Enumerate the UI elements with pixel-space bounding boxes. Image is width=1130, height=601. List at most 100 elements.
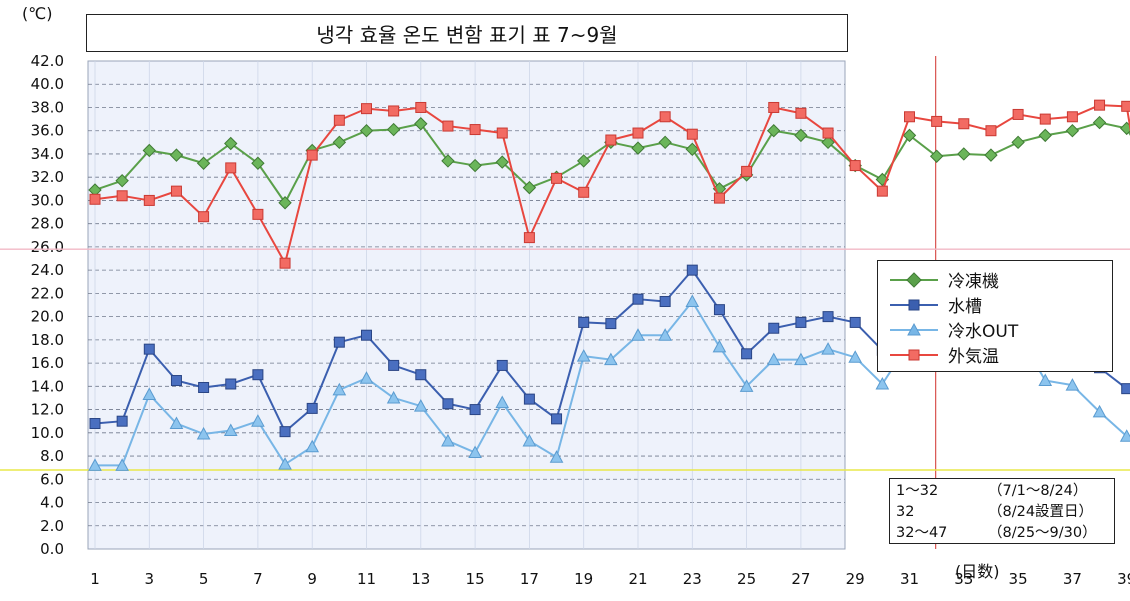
y-tick-label: 28.0 xyxy=(31,215,64,233)
series-line xyxy=(94,104,1130,265)
data-point xyxy=(985,125,997,137)
legend-label: 水槽 xyxy=(948,297,982,317)
y-axis-unit-label: (℃) xyxy=(22,4,53,23)
data-point xyxy=(659,111,671,123)
data-point xyxy=(388,105,400,117)
y-tick-label: 16.0 xyxy=(31,354,64,372)
y-tick-label: 14.0 xyxy=(31,377,64,395)
data-point xyxy=(441,433,455,447)
data-point xyxy=(958,118,970,130)
legend-item-chiller: 冷凍機 xyxy=(888,267,1102,292)
x-tick-label: 21 xyxy=(628,570,647,588)
data-point xyxy=(251,156,265,170)
data-point xyxy=(549,450,564,463)
data-point xyxy=(576,349,591,362)
chart-title-text: 냉각 효율 온도 변함 표기 표 7~9월 xyxy=(316,22,618,47)
data-point xyxy=(659,296,671,308)
data-point xyxy=(170,185,182,197)
x-tick-label: 33 xyxy=(954,570,973,588)
data-point xyxy=(386,390,401,404)
x-tick-label: 5 xyxy=(199,570,209,588)
note-range: 32 xyxy=(896,504,915,520)
data-point xyxy=(658,328,672,341)
data-point xyxy=(957,147,971,161)
data-point xyxy=(415,101,427,113)
data-point xyxy=(198,381,210,393)
data-point xyxy=(1094,99,1106,111)
data-point xyxy=(442,398,454,410)
data-point xyxy=(142,143,157,158)
data-point xyxy=(578,316,590,328)
data-point xyxy=(414,117,428,131)
y-tick-label: 2.0 xyxy=(40,517,64,535)
data-point xyxy=(198,211,210,223)
data-point xyxy=(169,148,184,162)
data-point xyxy=(848,350,863,363)
data-point xyxy=(252,369,264,381)
data-point xyxy=(767,124,781,138)
data-point xyxy=(931,115,943,127)
data-point xyxy=(115,458,129,471)
x-tick-label: 3 xyxy=(145,570,155,588)
legend-label: 外気温 xyxy=(948,347,999,367)
data-point xyxy=(252,208,264,220)
data-point xyxy=(578,186,590,198)
y-tick-label: 40.0 xyxy=(31,75,64,93)
data-point xyxy=(1011,135,1025,150)
note-desc: （8/24設置日） xyxy=(988,504,1094,520)
data-point xyxy=(631,328,645,341)
data-point xyxy=(766,352,781,366)
data-point xyxy=(116,190,128,202)
data-point xyxy=(822,311,834,323)
data-point xyxy=(496,359,508,371)
y-tick-label: 0.0 xyxy=(40,540,64,558)
plot-area xyxy=(87,60,846,550)
data-point xyxy=(225,378,237,390)
y-tick-label: 36.0 xyxy=(31,122,64,140)
period-notes: 1～32 （7/1～8/24） 32 （8/24設置日） 32～47 （8/25… xyxy=(889,478,1115,544)
data-point xyxy=(658,135,672,150)
data-point xyxy=(1092,115,1107,130)
x-tick-label: 25 xyxy=(737,570,756,588)
note-desc: （7/1～8/24） xyxy=(988,483,1088,499)
data-point xyxy=(849,316,861,328)
data-point xyxy=(88,458,102,471)
data-point xyxy=(1121,100,1130,112)
data-point xyxy=(795,316,807,328)
data-point xyxy=(223,423,238,436)
data-point xyxy=(875,376,890,390)
legend-item-outside-temp: 外気温 xyxy=(888,342,1102,367)
data-point xyxy=(89,193,101,205)
data-point xyxy=(523,393,535,405)
legend-label: 冷凍機 xyxy=(948,272,999,292)
data-point xyxy=(551,413,563,425)
data-point xyxy=(143,194,155,206)
data-point xyxy=(196,156,211,170)
data-point xyxy=(413,399,428,412)
chart-title: 냉각 효율 온도 변함 표기 표 7~9월 xyxy=(86,14,848,52)
data-point xyxy=(305,439,320,453)
y-tick-label: 20.0 xyxy=(31,308,64,326)
note-desc: （8/25～9/30） xyxy=(988,525,1097,541)
y-tick-label: 12.0 xyxy=(31,401,64,419)
data-point xyxy=(576,154,591,168)
data-point xyxy=(469,124,481,136)
data-point xyxy=(902,128,917,143)
data-point xyxy=(685,294,700,308)
data-point xyxy=(849,160,861,172)
x-tick-label: 39 xyxy=(1117,570,1130,588)
note-row: 1～32 （7/1～8/24） xyxy=(896,481,1108,502)
data-point xyxy=(1065,378,1080,391)
y-tick-label: 30.0 xyxy=(31,191,64,209)
y-tick-label: 34.0 xyxy=(31,145,64,163)
data-point xyxy=(333,336,345,348)
y-tick-label: 4.0 xyxy=(40,494,64,512)
data-point xyxy=(442,120,454,132)
data-point xyxy=(713,304,725,316)
data-point xyxy=(686,264,698,276)
legend-label: 冷水OUT xyxy=(948,322,1019,342)
data-point xyxy=(469,404,481,416)
data-point xyxy=(605,134,617,146)
data-point xyxy=(1119,121,1130,136)
data-point xyxy=(495,155,509,169)
